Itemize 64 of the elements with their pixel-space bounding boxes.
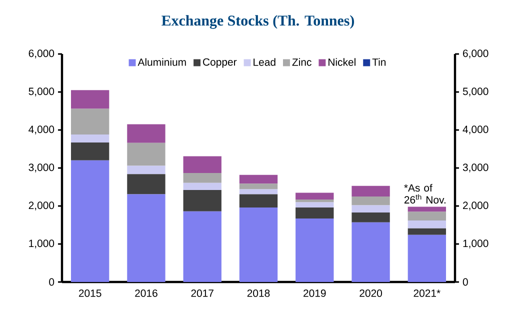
x-tick-label: 2019 — [304, 290, 326, 297]
bar — [239, 189, 278, 194]
bar — [296, 192, 334, 200]
bar — [352, 205, 390, 212]
bar — [408, 206, 446, 212]
bar — [408, 234, 446, 282]
bar — [239, 194, 278, 208]
legend-label: Zinc — [292, 58, 312, 66]
annotation: *As of 26$^{th}$ Nov. — [404, 184, 446, 204]
x-tick-label: 2021* — [414, 290, 440, 297]
legend-label: Tin — [372, 58, 386, 66]
bar — [70, 90, 110, 109]
bar — [127, 142, 166, 166]
y2-tick-label: 3,000 — [28, 164, 54, 172]
bar — [408, 228, 446, 235]
y2-tick-label: 1,000 — [29, 240, 54, 248]
bar — [296, 218, 334, 282]
bar — [352, 196, 390, 206]
bar — [70, 160, 110, 282]
x-tick-label: 2016 — [135, 290, 158, 297]
bar — [352, 212, 390, 222]
bar — [239, 184, 278, 190]
bar — [183, 182, 222, 190]
bar — [239, 208, 278, 282]
bar — [183, 172, 222, 183]
bar — [296, 202, 334, 208]
legend-label: Copper — [203, 58, 237, 68]
y-tick-label: 2,000 — [463, 202, 488, 210]
bar — [183, 156, 222, 173]
chart-title: Exchange Stocks (Th. Tonnes) — [162, 15, 354, 29]
legend-label: Lead — [254, 58, 276, 66]
bar — [183, 211, 222, 282]
bar — [408, 220, 446, 228]
y-tick-label: 6,000 — [463, 50, 488, 58]
y2-tick-label: 2,000 — [28, 202, 54, 210]
bar — [296, 200, 334, 202]
y-tick-label: 5,000 — [462, 88, 488, 96]
y-tick-label: 0 — [462, 278, 468, 286]
y2-tick-label: 5,000 — [28, 88, 54, 96]
bar — [408, 212, 446, 220]
y-tick-label: 3,000 — [462, 164, 488, 172]
y2-tick-label: 6,000 — [28, 50, 54, 58]
y2-tick-label: 0 — [49, 278, 54, 286]
bar — [239, 174, 278, 184]
bar — [70, 142, 110, 160]
x-tick-label: 2020 — [360, 290, 382, 297]
legend-label: Nickel — [328, 58, 356, 66]
y-tick-label: 1,000 — [463, 240, 488, 248]
bar — [127, 174, 166, 194]
y-tick-label: 4,000 — [462, 126, 488, 134]
x-tick-label: 2017 — [191, 290, 214, 297]
bar — [70, 108, 110, 135]
bar — [183, 190, 222, 212]
bar — [127, 166, 166, 174]
x-tick-label: 2015 — [78, 290, 102, 297]
y2-tick-label: 4,000 — [28, 126, 54, 134]
x-tick-label: 2018 — [247, 290, 270, 297]
legend-label: Aluminium — [138, 58, 186, 66]
bar — [352, 186, 390, 196]
bar — [70, 134, 110, 143]
bar — [127, 194, 166, 282]
bar — [296, 208, 334, 219]
bar — [352, 222, 390, 282]
bar — [127, 124, 166, 143]
